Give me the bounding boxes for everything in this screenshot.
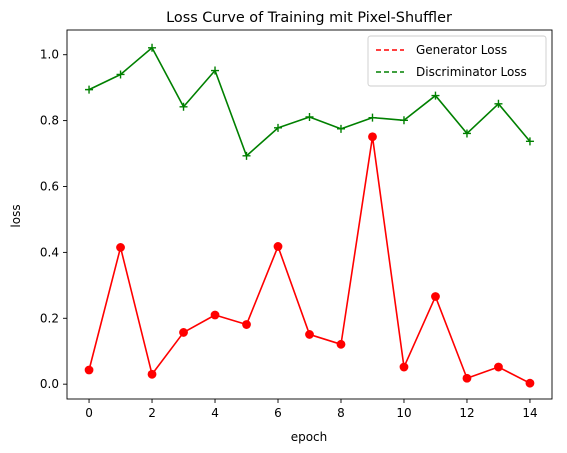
y-tick-label: 0.4 bbox=[40, 245, 59, 259]
data-point bbox=[85, 85, 94, 94]
data-point bbox=[148, 43, 157, 52]
y-tick-label: 0.8 bbox=[40, 114, 59, 128]
axes: 0 2 4 6 8 10 12 14 0.0 0.2 0.4 0.6 0.8 1.0 bbox=[40, 29, 553, 420]
x-tick-label: 0 bbox=[85, 406, 93, 420]
legend-box bbox=[367, 35, 547, 87]
data-point bbox=[368, 113, 377, 122]
x-tick-label: 2 bbox=[148, 406, 156, 420]
data-point bbox=[116, 243, 125, 252]
data-point bbox=[273, 242, 283, 251]
x-tick-label: 14 bbox=[522, 406, 537, 420]
data-point bbox=[242, 151, 251, 160]
chart-title: Loss Curve of Training mit Pixel-Shuffle… bbox=[166, 10, 452, 26]
data-point bbox=[462, 373, 472, 383]
data-point bbox=[368, 132, 377, 142]
data-point bbox=[525, 137, 534, 146]
data-point bbox=[336, 124, 345, 133]
x-axis-label: epoch bbox=[291, 430, 328, 444]
y-tick-label: 1.0 bbox=[40, 48, 59, 62]
data-point bbox=[494, 99, 503, 108]
data-point bbox=[179, 328, 188, 337]
data-point bbox=[210, 310, 220, 320]
data-point bbox=[147, 369, 157, 379]
data-point bbox=[399, 362, 409, 372]
data-point bbox=[525, 378, 535, 388]
x-tick-label: 8 bbox=[337, 406, 345, 420]
y-tick-label: 0.6 bbox=[40, 179, 59, 193]
x-tick-label: 10 bbox=[396, 406, 411, 420]
data-point bbox=[431, 91, 440, 100]
data-point bbox=[84, 365, 94, 375]
legend: Generator Loss Discriminator Loss bbox=[367, 35, 547, 87]
y-tick-label: 0.0 bbox=[40, 377, 59, 391]
data-point bbox=[336, 339, 346, 349]
x-tick-label: 4 bbox=[211, 406, 219, 420]
x-tick-label: 12 bbox=[459, 406, 474, 420]
data-point bbox=[494, 362, 503, 372]
x-tick-label: 6 bbox=[274, 406, 282, 420]
data-point bbox=[305, 330, 314, 339]
plot-frame bbox=[66, 29, 553, 400]
series-line-0 bbox=[88, 135, 531, 384]
data-point bbox=[179, 102, 188, 111]
data-point bbox=[305, 112, 314, 121]
data-point bbox=[274, 123, 283, 132]
y-axis-label: loss bbox=[9, 204, 23, 227]
y-tick-label: 0.2 bbox=[40, 311, 59, 325]
data-point bbox=[399, 116, 408, 125]
data-point bbox=[462, 129, 471, 138]
plot-series bbox=[84, 43, 535, 388]
data-point bbox=[116, 70, 125, 79]
data-point bbox=[242, 320, 251, 329]
data-point bbox=[431, 292, 440, 301]
legend-label: Discriminator Loss bbox=[416, 65, 527, 79]
legend-label: Generator Loss bbox=[416, 43, 507, 57]
data-point bbox=[211, 66, 220, 75]
